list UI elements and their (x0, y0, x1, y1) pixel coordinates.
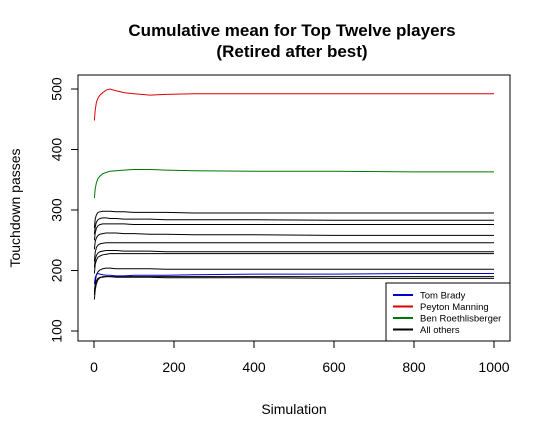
series-line-8 (93, 242, 494, 262)
x-tick-label: 1000 (478, 359, 509, 375)
series-line-1 (93, 88, 494, 121)
legend-label: Peyton Manning (420, 302, 489, 313)
series-line-6 (93, 223, 494, 241)
x-tick-label: 800 (402, 359, 426, 375)
y-tick-label: 300 (49, 198, 65, 222)
y-tick-label: 400 (49, 138, 65, 162)
y-axis-label: Touchdown passes (7, 148, 23, 267)
x-tick-label: 200 (162, 359, 186, 375)
y-tick-label: 200 (49, 259, 65, 283)
chart-title: Cumulative mean for Top Twelve players (128, 21, 455, 40)
series-line-7 (93, 232, 494, 250)
series-line-4 (93, 210, 494, 229)
series-line-13 (93, 276, 494, 292)
x-axis: 0 200 400 600 800 1000 (90, 340, 510, 375)
legend-label: Ben Roethlisberger (420, 314, 501, 325)
chart-subtitle: (Retired after best) (216, 42, 367, 61)
x-tick-label: 0 (90, 359, 98, 375)
series-layer (93, 88, 494, 300)
series-line-10 (93, 253, 494, 274)
x-tick-label: 600 (322, 359, 346, 375)
series-line-5 (93, 217, 494, 235)
series-line-12 (93, 276, 494, 300)
x-tick-label: 400 (242, 359, 266, 375)
legend-label: Tom Brady (420, 291, 466, 302)
y-tick-label: 500 (49, 77, 65, 101)
legend-box (385, 282, 511, 342)
x-axis-label: Simulation (261, 401, 326, 417)
series-line-11 (93, 267, 494, 295)
y-tick-label: 100 (49, 319, 65, 343)
series-line-3 (93, 272, 494, 284)
series-line-2 (93, 169, 494, 198)
series-line-9 (93, 250, 494, 268)
y-axis: 100 200 300 400 500 (49, 77, 79, 343)
legend-label: All others (420, 325, 460, 336)
